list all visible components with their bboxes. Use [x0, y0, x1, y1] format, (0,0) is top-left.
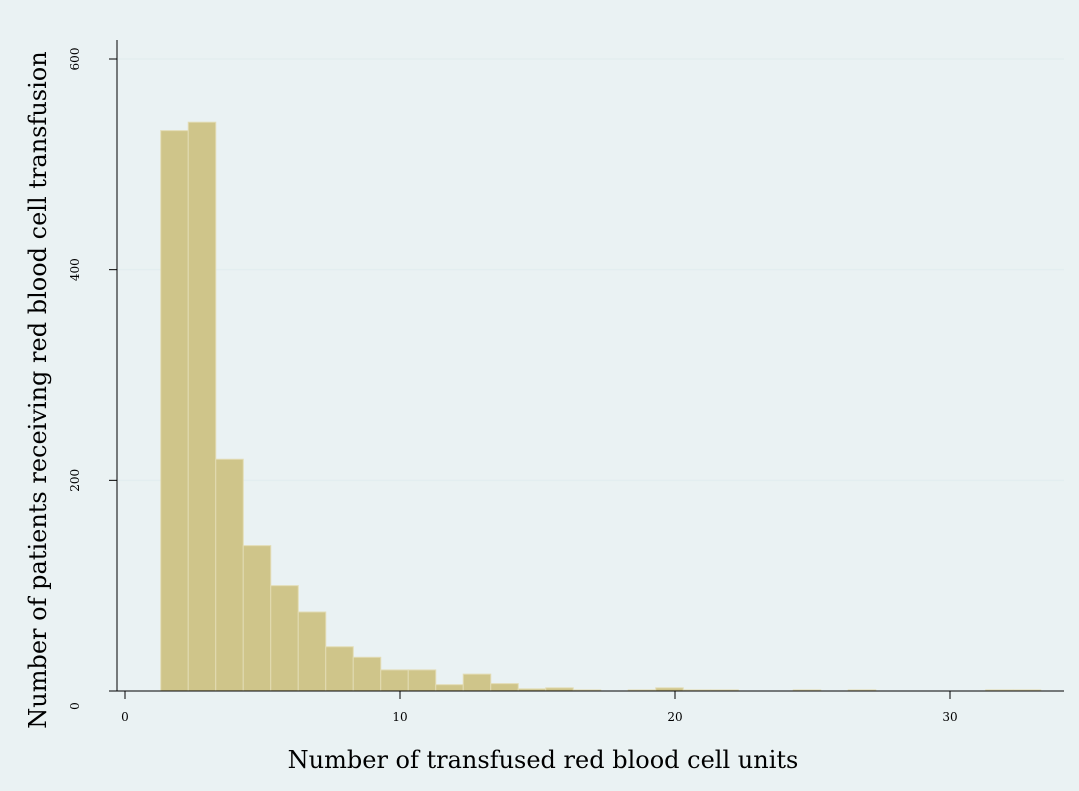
histogram-bar	[187, 121, 217, 692]
histogram-bar	[270, 585, 299, 692]
histogram-bar	[215, 458, 244, 692]
histogram-bar	[490, 683, 519, 692]
tick-labels: 0 10 20 30 0 200 400 600	[68, 48, 958, 724]
gridlines	[117, 58, 1064, 482]
histogram-bars	[160, 121, 1042, 692]
histogram-bar	[242, 545, 272, 692]
histogram-bar	[352, 656, 382, 692]
x-tick-label: 30	[942, 710, 957, 724]
axes	[116, 40, 1064, 692]
x-tick-label: 0	[121, 710, 129, 724]
y-tick-label: 600	[68, 48, 82, 71]
histogram-bar	[407, 669, 437, 692]
histogram-bar	[380, 669, 409, 692]
histogram-bar	[435, 684, 464, 692]
x-tick-label: 20	[667, 710, 682, 724]
x-axis-title: Number of transfused red blood cell unit…	[288, 746, 799, 774]
y-axis-title: Number of patients receiving red blood c…	[24, 51, 52, 728]
histogram-bar	[160, 130, 189, 692]
y-tick-label: 200	[68, 469, 82, 492]
histogram-bar	[325, 646, 354, 692]
histogram-bar	[462, 673, 492, 692]
y-tick-label: 0	[68, 702, 82, 710]
histogram-bar	[297, 611, 327, 692]
x-tick-label: 10	[392, 710, 407, 724]
y-tick-label: 400	[68, 258, 82, 281]
